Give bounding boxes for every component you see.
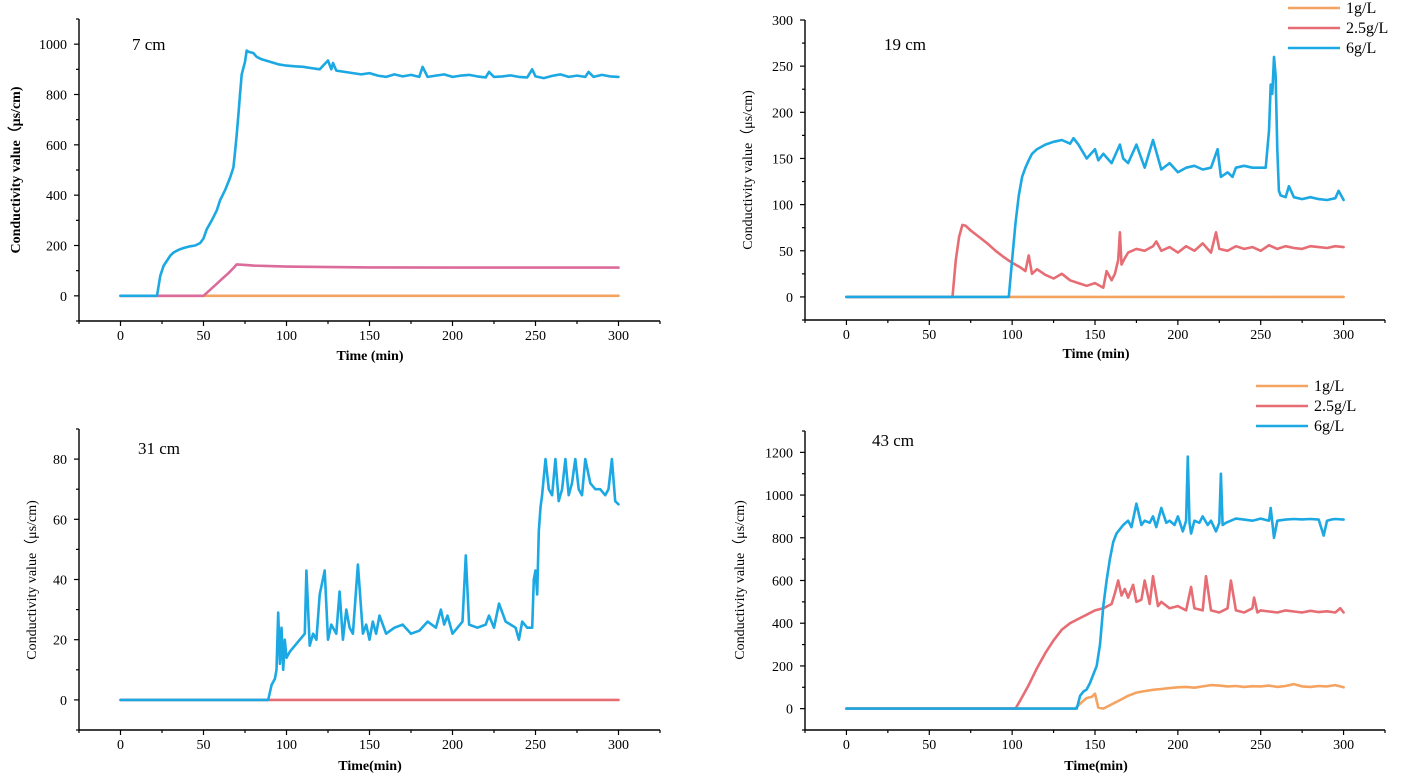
legend-label: 1g/L bbox=[1314, 378, 1344, 395]
x-tick-label: 250 bbox=[1250, 328, 1271, 343]
y-tick-label: 100 bbox=[772, 199, 793, 214]
y-axis-label: Conductivity value（μs/cm) bbox=[8, 86, 24, 253]
y-tick-label: 200 bbox=[772, 106, 793, 121]
series-line-6gL bbox=[119, 457, 620, 702]
y-tick-label: 800 bbox=[772, 532, 793, 547]
plot-marks: 0 50 100 150 200 250 300 0 20 40 60 80 bbox=[53, 428, 661, 753]
y-tick-label: 1000 bbox=[39, 38, 67, 53]
panel-43cm: 43 cm 0 50 100 150 200 250 300 0 200 400 600 800 100… bbox=[732, 378, 1386, 774]
x-tick-label: 50 bbox=[197, 738, 211, 753]
x-tick-label: 300 bbox=[608, 329, 629, 344]
x-tick-label: 0 bbox=[117, 738, 124, 753]
y-tick-label: 1000 bbox=[765, 489, 793, 504]
panel-title: 7 cm bbox=[132, 35, 166, 54]
panel-7cm: 7 cm 0 50 100 150 200 250 300 0 200 400 600 800 1000… bbox=[8, 18, 661, 364]
legend-label: 6g/L bbox=[1346, 40, 1376, 57]
x-tick-label: 0 bbox=[117, 329, 124, 344]
x-tick-label: 200 bbox=[442, 329, 463, 344]
y-tick-label: 800 bbox=[46, 89, 67, 104]
x-tick-label: 50 bbox=[922, 738, 936, 753]
y-tick-label: 200 bbox=[772, 660, 793, 675]
x-tick-label: 300 bbox=[1333, 738, 1354, 753]
x-tick-label: 150 bbox=[1085, 328, 1106, 343]
x-axis-label: Time (min) bbox=[1062, 347, 1129, 362]
legend: 1g/L 2.5g/L 6g/L bbox=[1256, 378, 1356, 435]
plot-marks: 0 50 100 150 200 250 300 0 50 100 150 200 250 300 bbox=[772, 14, 1386, 343]
x-tick-label: 250 bbox=[525, 738, 546, 753]
y-tick-label: 40 bbox=[53, 574, 67, 589]
panel-19cm: 19 cm 0 50 100 150 200 250 300 0 50 100 150 200 250 3… bbox=[740, 0, 1388, 362]
y-tick-label: 0 bbox=[60, 694, 67, 709]
y-tick-label: 80 bbox=[53, 453, 67, 468]
y-tick-label: 0 bbox=[60, 290, 67, 305]
panel-title: 43 cm bbox=[872, 431, 914, 450]
x-tick-label: 150 bbox=[359, 738, 380, 753]
x-axis-label: Time(min) bbox=[1064, 759, 1128, 774]
y-axis-label: Conductivity value（μs/cm) bbox=[740, 90, 756, 250]
x-tick-label: 150 bbox=[1085, 738, 1106, 753]
x-tick-label: 250 bbox=[1250, 738, 1271, 753]
plot-marks: 0 50 100 150 200 250 300 0 200 400 600 800 1000 1200 bbox=[765, 430, 1386, 753]
y-tick-label: 250 bbox=[772, 60, 793, 75]
y-tick-label: 300 bbox=[772, 14, 793, 29]
plot-marks: 0 50 100 150 200 250 300 0 200 400 600 800 1000 bbox=[39, 18, 661, 344]
x-tick-label: 200 bbox=[442, 738, 463, 753]
x-tick-label: 150 bbox=[359, 329, 380, 344]
x-tick-label: 300 bbox=[1333, 328, 1354, 343]
y-tick-label: 400 bbox=[46, 189, 67, 204]
series-line-6gL bbox=[845, 455, 1345, 710]
x-tick-label: 50 bbox=[197, 329, 211, 344]
x-tick-label: 200 bbox=[1167, 328, 1188, 343]
legend-label: 2.5g/L bbox=[1314, 398, 1356, 415]
series-line-2-5gL bbox=[845, 223, 1345, 299]
y-tick-label: 60 bbox=[53, 513, 67, 528]
x-tick-label: 0 bbox=[843, 738, 850, 753]
panel-title: 19 cm bbox=[884, 35, 926, 54]
y-tick-label: 600 bbox=[772, 575, 793, 590]
legend-label: 6g/L bbox=[1314, 418, 1344, 435]
y-tick-label: 400 bbox=[772, 617, 793, 632]
x-tick-label: 200 bbox=[1167, 738, 1188, 753]
y-tick-label: 200 bbox=[46, 240, 67, 255]
x-tick-label: 50 bbox=[922, 328, 936, 343]
y-tick-label: 20 bbox=[53, 634, 67, 649]
series-line-1gL bbox=[845, 682, 1345, 710]
y-tick-label: 50 bbox=[779, 245, 793, 260]
y-tick-label: 0 bbox=[786, 703, 793, 718]
series-line-6gL bbox=[845, 55, 1345, 299]
y-tick-label: 1200 bbox=[765, 446, 793, 461]
x-tick-label: 100 bbox=[1002, 328, 1023, 343]
x-tick-label: 100 bbox=[1002, 738, 1023, 753]
y-axis-label: Conductivity value（μs/cm) bbox=[24, 500, 40, 660]
y-tick-label: 150 bbox=[772, 152, 793, 167]
series-line-2-5gL bbox=[119, 263, 620, 298]
x-tick-label: 100 bbox=[276, 329, 297, 344]
x-tick-label: 100 bbox=[276, 738, 297, 753]
series-line-6gL bbox=[119, 49, 620, 298]
x-axis-label: Time(min) bbox=[338, 759, 402, 774]
x-tick-label: 0 bbox=[843, 328, 850, 343]
panel-title: 31 cm bbox=[138, 439, 180, 458]
legend-label: 2.5g/L bbox=[1346, 20, 1388, 37]
panel-31cm: 31 cm 0 50 100 150 200 250 300 0 20 40 60 80 Time(m… bbox=[24, 428, 661, 774]
x-tick-label: 250 bbox=[525, 329, 546, 344]
series-line-2-5gL bbox=[845, 574, 1345, 710]
legend: 1g/L 2.5g/L 6g/L bbox=[1288, 0, 1388, 57]
x-axis-label: Time (min) bbox=[336, 349, 403, 364]
legend-label: 1g/L bbox=[1346, 0, 1376, 17]
y-axis-label: Conductivity value（μs/cm) bbox=[732, 500, 748, 660]
y-tick-label: 0 bbox=[786, 291, 793, 306]
y-tick-label: 600 bbox=[46, 139, 67, 154]
x-tick-label: 300 bbox=[608, 738, 629, 753]
